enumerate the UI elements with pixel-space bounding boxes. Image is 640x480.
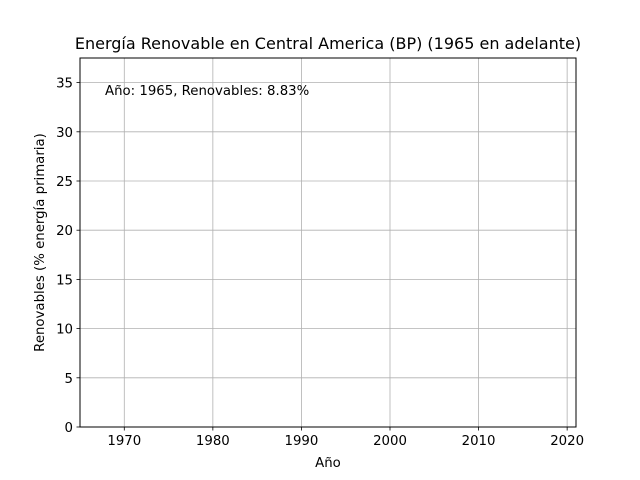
chart-title: Energía Renovable en Central America (BP… xyxy=(75,34,581,53)
y-tick-label: 35 xyxy=(56,77,73,92)
tick-layer: 1970 1980 1990 2000 2010 2020 0 5 10 15 20 25 30 35 xyxy=(56,77,584,449)
grid-layer xyxy=(80,58,576,428)
x-tick-label: 1980 xyxy=(196,434,230,449)
x-tick-label: 2010 xyxy=(462,434,496,449)
y-axis-label: Renovables (% energía primaria) xyxy=(32,133,48,352)
x-tick-label: 1990 xyxy=(285,434,319,449)
x-axis-label: Año xyxy=(315,456,341,471)
y-tick-label: 25 xyxy=(56,175,73,190)
y-tick-label: 5 xyxy=(65,372,73,387)
y-tick-label: 15 xyxy=(56,273,73,288)
plot-frame xyxy=(79,57,577,428)
x-tick-label: 1970 xyxy=(107,434,141,449)
y-tick-label: 0 xyxy=(65,421,73,436)
y-tick-label: 10 xyxy=(56,323,73,338)
x-tick-label: 2020 xyxy=(550,434,584,449)
x-tick-label: 2000 xyxy=(373,434,407,449)
y-tick-label: 30 xyxy=(56,126,73,141)
y-tick-label: 20 xyxy=(56,224,73,239)
annotation-text: Año: 1965, Renovables: 8.83% xyxy=(105,84,309,99)
plot-area xyxy=(80,58,576,427)
